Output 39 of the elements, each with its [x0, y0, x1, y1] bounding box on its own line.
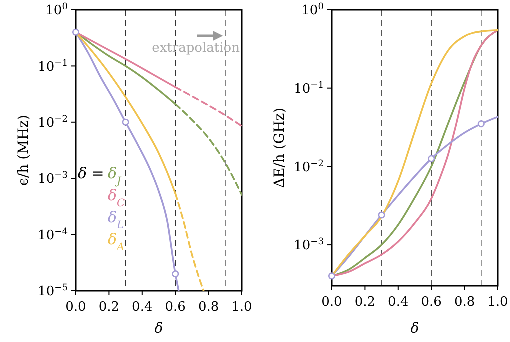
x-tick-label: 0.2 [98, 300, 120, 315]
point [72, 28, 80, 36]
legend-title: δ = [78, 164, 104, 183]
y-tick-label: 10$^{0}$ [302, 2, 324, 19]
text: δ$_{A}$ [108, 230, 126, 254]
x-tick-label: 0.4 [388, 295, 409, 310]
x-tick-label: 0.4 [132, 300, 153, 315]
y-tick-label: 10$^{−3}$ [294, 238, 324, 254]
point [122, 118, 130, 126]
point [328, 272, 336, 280]
x-tick-label: 1.0 [488, 295, 508, 310]
text: δ$_{C}$ [108, 186, 126, 210]
y-axis-title: ϵ/h (MHz) [16, 115, 32, 186]
y-tick-label: 10$^{−1}$ [294, 80, 324, 97]
x-tick-label: 0.8 [198, 300, 220, 315]
y-tick-label: 10$^{−1}$ [38, 58, 68, 75]
x-tick-label: 0.6 [165, 300, 186, 315]
point [378, 212, 386, 219]
y-axis-title: ΔE/h (GHz) [272, 108, 288, 188]
y-tick-label: 10$^{−2}$ [38, 114, 68, 131]
x-axis-title: δ [410, 321, 420, 337]
x-tick-label: 0.8 [454, 295, 476, 310]
y-tick-label: 10$^{−5}$ [38, 284, 68, 300]
annotation: extrapolation [152, 41, 241, 56]
y-tick-label: 10$^{0}$ [46, 2, 68, 19]
x-tick-label: 0.6 [421, 295, 442, 310]
y-tick-label: 10$^{−4}$ [38, 227, 68, 244]
y-tick-label: 10$^{−3}$ [38, 171, 68, 188]
x-tick-label: 1.0 [232, 300, 252, 315]
point [172, 270, 180, 278]
y-tick-label: 10$^{−2}$ [294, 159, 324, 176]
text: δ$_{L}$ [108, 208, 124, 232]
point [428, 155, 436, 162]
x-axis-title: δ [154, 321, 164, 337]
x-tick-label: 0.0 [322, 295, 342, 310]
x-tick-label: 0.2 [354, 295, 376, 310]
point [478, 120, 485, 128]
x-tick-label: 0.0 [66, 300, 86, 315]
text: δ$_{J}$ [108, 164, 122, 188]
